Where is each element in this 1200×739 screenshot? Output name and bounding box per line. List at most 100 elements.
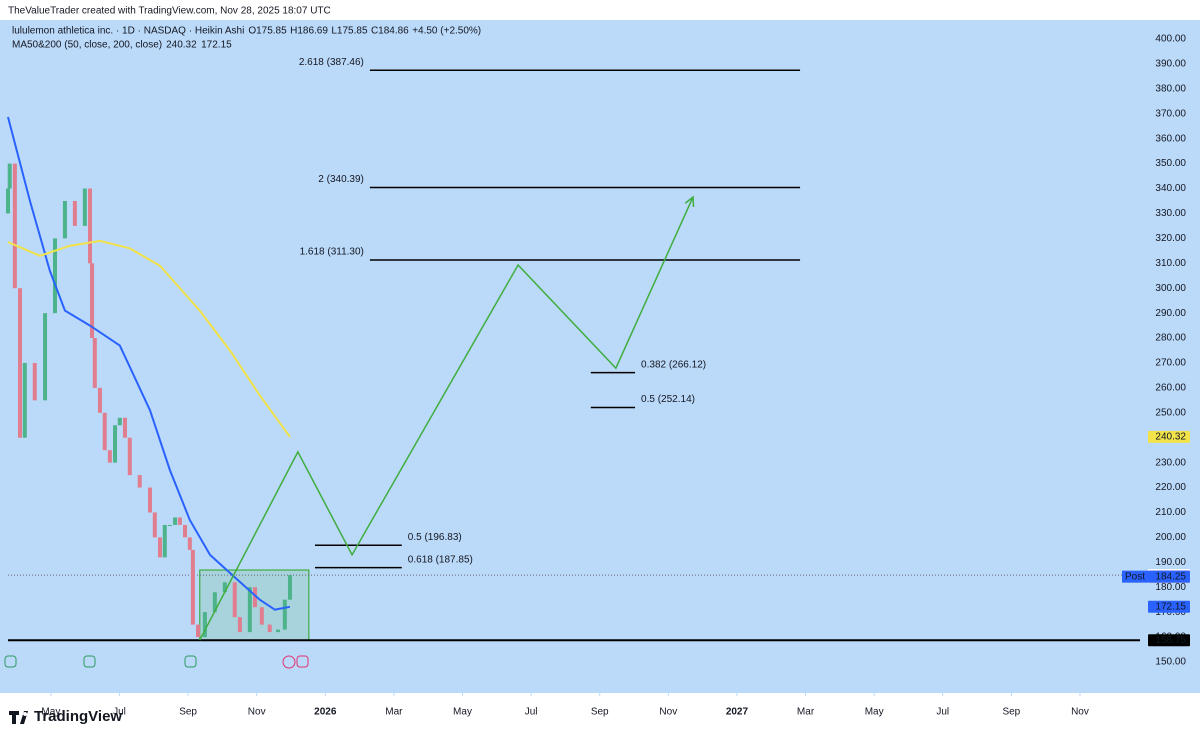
y-tick-label: 290.00 [1155,308,1186,319]
y-tick-label: 310.00 [1155,258,1186,269]
ohlc-value: O175.85 [248,26,287,37]
projection-arrow [684,195,695,208]
x-tick-label: Sep [1002,707,1020,718]
candle [97,387,102,413]
candle [173,517,178,525]
y-tick-label: 190.00 [1155,557,1186,568]
candle [212,592,217,613]
candle [72,200,77,226]
earnings-icons [4,655,309,669]
candle [162,524,167,558]
candle [177,517,182,525]
candle [282,599,287,630]
candle [18,288,23,438]
candle [90,263,95,339]
x-tick-label: Jul [525,707,538,718]
candle [275,629,280,633]
candle [222,582,227,593]
y-tick-label: 350.00 [1155,158,1186,169]
candle [187,537,192,550]
candle [232,582,237,618]
ohlc-value: C184.86 [371,26,409,37]
fib-label: 1.618 (311.30) [300,247,364,258]
candle [237,617,242,633]
candle [92,338,97,388]
candle [157,537,162,558]
y-tick-label: 390.00 [1155,59,1186,70]
candle [52,238,57,314]
candle [190,549,195,625]
x-tick-label: 2026 [314,707,337,718]
candle [183,524,188,538]
candle [82,188,87,226]
fib-label: 0.5 (252.14) [641,394,695,405]
fib-label: 0.5 (196.83) [408,532,462,543]
y-tick-label: 360.00 [1155,133,1186,144]
x-tick-label: Sep [591,707,609,718]
candle [6,188,10,214]
candle [259,607,264,625]
ma-legend: MA50&200 (50, close, 200, close) [12,40,162,51]
x-tick-label: Nov [248,707,266,718]
candle [12,163,17,289]
attribution: TheValueTrader created with TradingView.… [8,6,331,17]
y-tick-label: 370.00 [1155,108,1186,119]
fib-label: 0.382 (266.12) [641,359,706,370]
candle [32,362,37,401]
candle [287,575,292,600]
x-tick-label: 2027 [726,707,749,718]
y-tick-label: 220.00 [1155,482,1186,493]
candle [7,163,12,189]
y-tick-label: 340.00 [1155,183,1186,194]
candle [102,412,107,451]
candle [137,475,142,488]
price-label: 240.32 [1155,432,1186,443]
y-tick-label: 320.00 [1155,233,1186,244]
y-tick-label: 150.00 [1155,657,1186,668]
ma-line [7,239,291,438]
x-tick-label: Nov [1071,707,1089,718]
candle [122,417,127,438]
brand: TradingView [34,708,122,725]
y-tick-label: 180.00 [1155,582,1186,593]
fib-label: 2.618 (387.46) [299,57,364,68]
projection [199,196,694,641]
x-tick-label: May [453,707,472,718]
y-tick-label: 200.00 [1155,532,1186,543]
candle [87,188,92,264]
price-label-bg [1148,600,1190,613]
candle [252,587,257,608]
candle [148,487,153,513]
ohlc-value: L175.85 [331,26,368,37]
ohlc-value: +4.50 (+2.50%) [412,26,481,37]
candle [117,417,122,426]
fib-label: 2 (340.39) [318,174,364,185]
x-tick-label: Jul [113,707,126,718]
x-tick-label: May [865,707,884,718]
y-tick-label: 230.00 [1155,457,1186,468]
x-tick-label: Sep [179,707,197,718]
x-tick-label: May [41,707,60,718]
y-tick-label: 400.00 [1155,34,1186,45]
price-label: 184.25 [1155,571,1186,582]
y-tick-label: 250.00 [1155,407,1186,418]
x-tick-label: Nov [659,707,677,718]
candle [202,612,207,638]
candle [167,524,172,526]
ma-line [7,116,291,611]
price-tag: Post [1125,571,1145,582]
ma-value: 240.32 [166,40,197,51]
candle [113,425,118,463]
symbol: lululemon athletica inc. · 1D · NASDAQ ·… [12,26,244,37]
y-tick-label: 270.00 [1155,358,1186,369]
y-tick-label: 260.00 [1155,383,1186,394]
price-label: 172.15 [1155,601,1186,612]
y-tick-label: 300.00 [1155,283,1186,294]
price-label-bg [1148,430,1190,443]
candle [62,200,67,239]
candle [127,437,132,476]
candle [43,313,48,401]
x-tick-label: Mar [385,707,403,718]
